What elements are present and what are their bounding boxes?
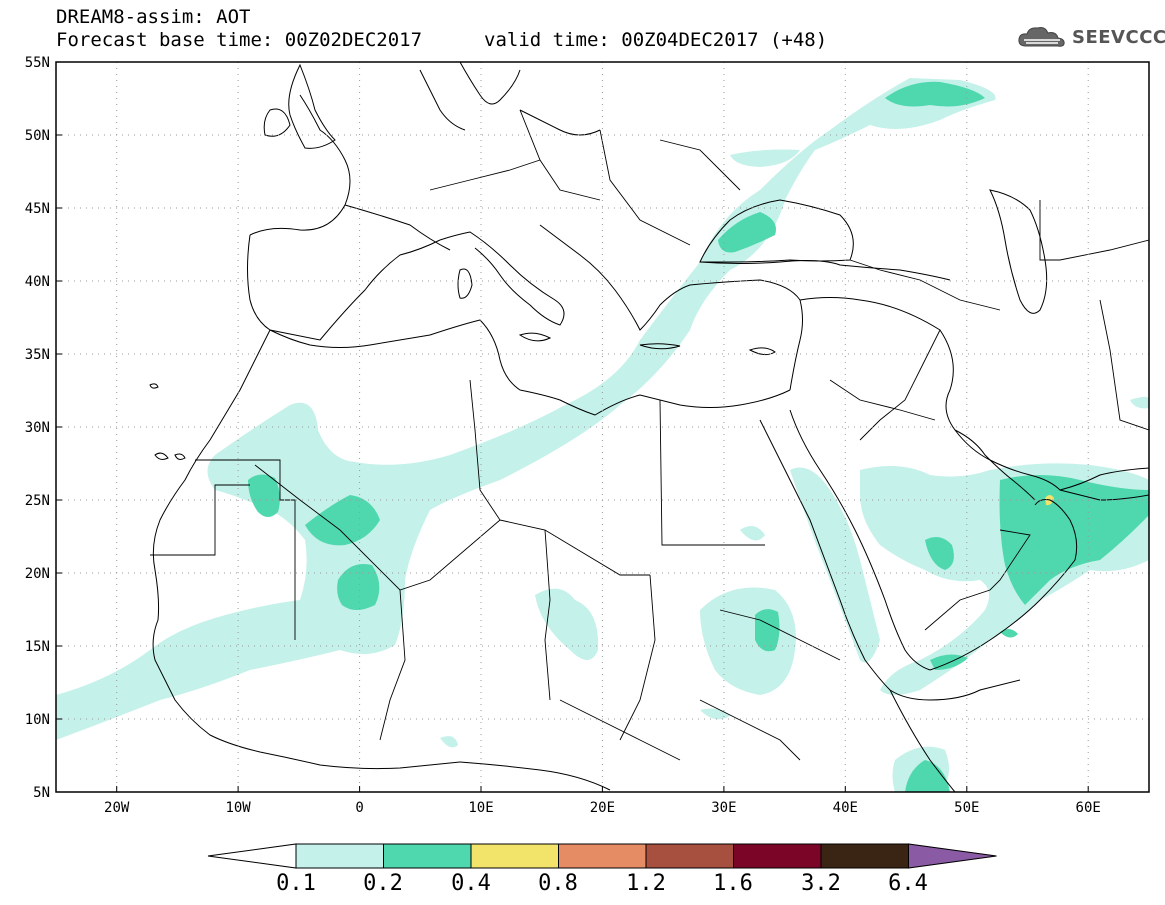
lon-label: 60E: [1076, 800, 1101, 816]
lat-label: 35N: [25, 347, 50, 363]
lat-label: 25N: [25, 493, 50, 509]
lon-label: 20W: [104, 800, 130, 816]
colorbar-segment: [558, 843, 647, 869]
lat-label: 55N: [25, 55, 50, 71]
grid: [56, 62, 1149, 792]
lat-label: 10N: [25, 712, 50, 728]
colorbar-label: 0.8: [538, 871, 578, 896]
lat-label: 30N: [25, 420, 50, 436]
lat-label: 15N: [25, 639, 50, 655]
lon-label: 20E: [590, 800, 615, 816]
aot-fields: [56, 78, 1149, 792]
lon-label: 10E: [468, 800, 493, 816]
valid-time: valid time: 00Z04DEC2017 (+48): [484, 29, 828, 51]
lon-label: 50E: [954, 800, 979, 816]
tick-marks: [56, 61, 1089, 793]
colorbar-segment: [733, 843, 822, 869]
colorbar-segment: [645, 843, 734, 869]
colorbar: [207, 843, 997, 869]
colorbar-segment: [295, 843, 384, 869]
seevccc-logo: SEEVCCC: [1016, 24, 1165, 50]
colorbar-label: 6.4: [888, 871, 928, 896]
colorbar-label: 3.2: [801, 871, 841, 896]
borders: [150, 109, 1149, 761]
logo-text: SEEVCCC: [1072, 26, 1165, 48]
lon-label: 30E: [711, 800, 736, 816]
lon-labels: 20W 10W 0 10E 20E 30E 40E 50E 60E: [104, 800, 1101, 816]
forecast-base-time: Forecast base time: 00Z02DEC2017: [56, 29, 423, 51]
lat-label: 5N: [33, 785, 50, 801]
colorbar-segment: [383, 843, 472, 869]
lat-label: 50N: [25, 128, 50, 144]
lon-label: 40E: [833, 800, 858, 816]
colorbar-arrow-low: [207, 843, 297, 869]
chart-title: DREAM8-assim: AOT: [56, 6, 251, 28]
colorbar-label: 0.4: [451, 871, 491, 896]
cloud-icon: [1018, 27, 1065, 47]
lat-label: 20N: [25, 566, 50, 582]
lon-label: 0: [355, 800, 363, 816]
colorbar-segment: [470, 843, 559, 869]
lon-label: 10W: [225, 800, 251, 816]
colorbar-label: 0.2: [363, 871, 403, 896]
colorbar-label: 0.1: [276, 871, 316, 896]
lat-label: 45N: [25, 201, 50, 217]
colorbar-segment: [820, 843, 909, 869]
aot-level-0.2: [248, 81, 1149, 792]
lat-label: 40N: [25, 274, 50, 290]
colorbar-label: 1.2: [626, 871, 666, 896]
colorbar-arrow-high: [908, 843, 997, 869]
coastlines: [149, 62, 1149, 792]
lat-labels: 55N 50N 45N 40N 35N 30N 25N 20N 15N 10N …: [25, 55, 50, 801]
colorbar-label: 1.6: [713, 871, 753, 896]
